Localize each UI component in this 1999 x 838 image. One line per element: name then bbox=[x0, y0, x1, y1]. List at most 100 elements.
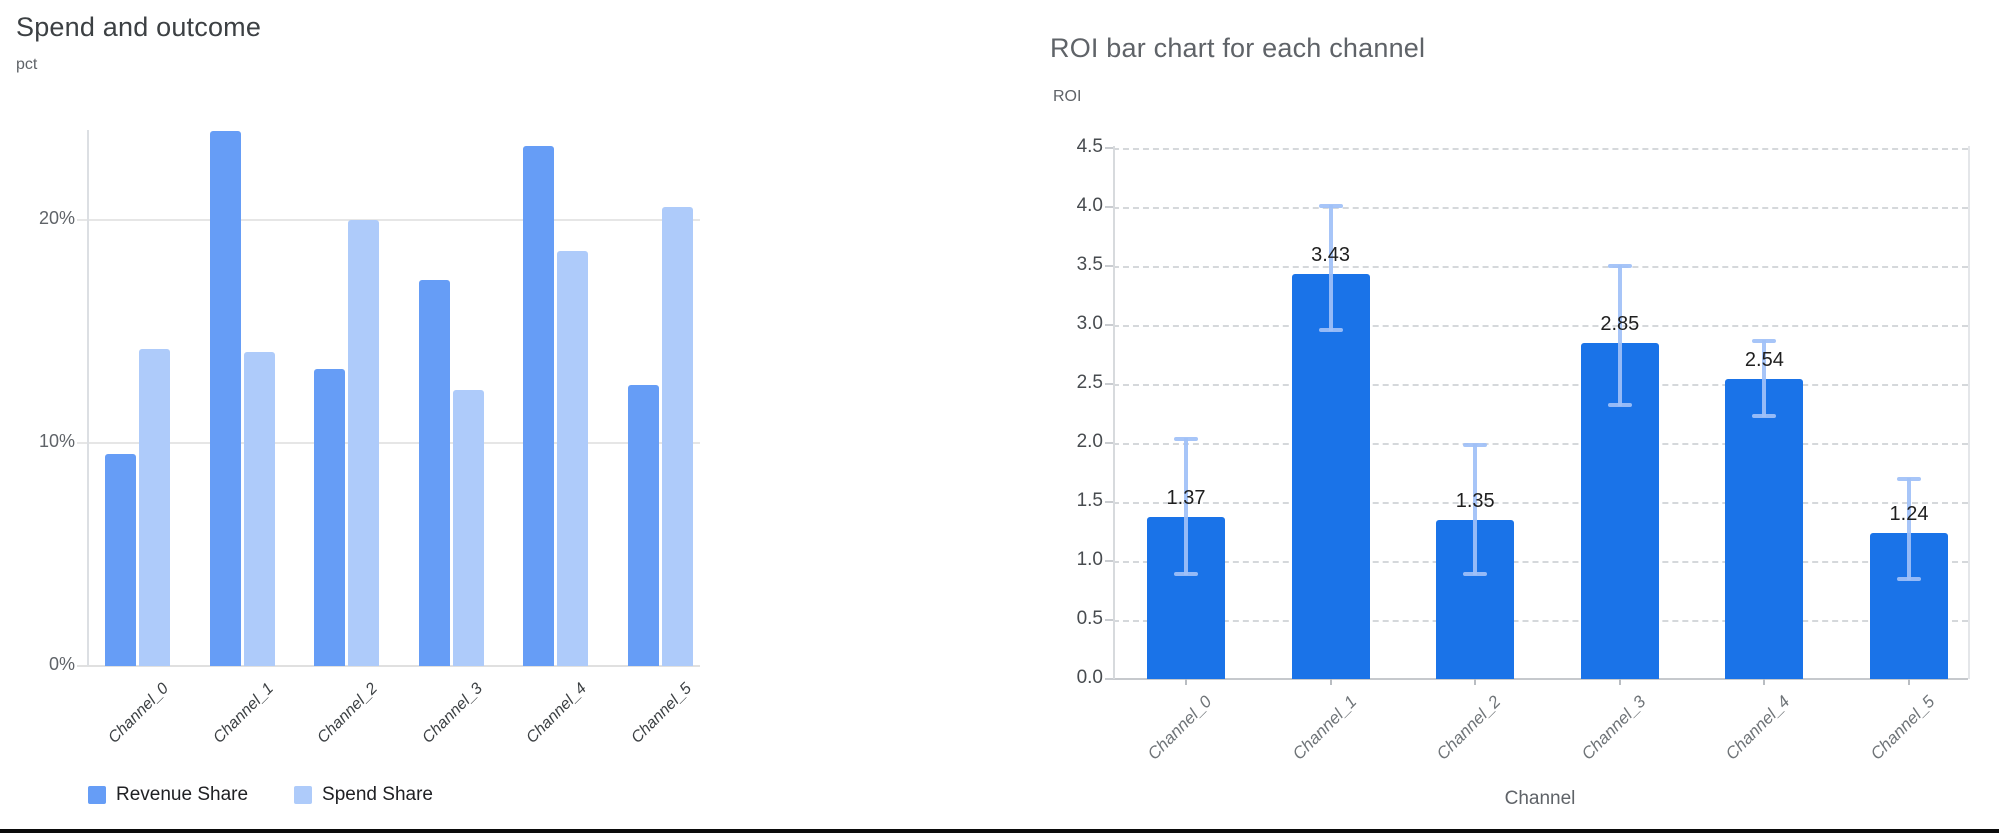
right-y-tick-label: 1.5 bbox=[1076, 490, 1103, 511]
left-bar-revenue-Channel_0 bbox=[105, 454, 136, 666]
bar-value-label-Channel_2: 1.35 bbox=[1455, 489, 1495, 512]
error-bar-stem-Channel_5 bbox=[1907, 478, 1911, 580]
right-grid-line bbox=[1113, 207, 1968, 209]
left-bar-revenue-Channel_5 bbox=[627, 385, 659, 666]
right-x-tick-mark bbox=[1474, 679, 1477, 685]
right-y-tick-mark bbox=[1105, 206, 1113, 208]
right-x-tick-mark bbox=[1908, 679, 1910, 685]
legend-item-spend-share: Spend Share bbox=[294, 784, 433, 806]
left-bar-spend-Channel_3 bbox=[452, 389, 484, 666]
left-bar-revenue-Channel_1 bbox=[209, 130, 241, 666]
right-baseline bbox=[1113, 678, 1968, 680]
left-x-tick-label: Channel_2 bbox=[314, 680, 382, 747]
left-y-axis-line bbox=[87, 130, 89, 666]
right-x-tick-mark bbox=[1185, 679, 1187, 685]
right-y-tick-label: 4.5 bbox=[1076, 136, 1103, 157]
bar-value-label-Channel_3: 2.85 bbox=[1600, 312, 1640, 335]
right-x-tick-mark bbox=[1618, 679, 1621, 685]
error-bar-cap-bottom-Channel_4 bbox=[1752, 414, 1777, 418]
bottom-divider-rule bbox=[0, 829, 1999, 833]
left-x-tick-label: Channel_4 bbox=[523, 680, 591, 747]
left-chart-unit-label: pct bbox=[16, 56, 38, 73]
right-chart-xaxis-title: Channel bbox=[1504, 788, 1576, 809]
right-y-tick-label: 1.0 bbox=[1076, 549, 1103, 570]
right-grid-line bbox=[1113, 148, 1968, 150]
right-grid-line bbox=[1113, 443, 1968, 445]
roi-bar-Channel_4 bbox=[1725, 379, 1804, 679]
right-grid-line bbox=[1113, 502, 1968, 504]
left-bar-revenue-Channel_3 bbox=[418, 280, 450, 666]
right-y-tick-mark bbox=[1105, 501, 1113, 503]
left-x-tick-label: Channel_1 bbox=[209, 680, 277, 747]
left-grid-line bbox=[77, 665, 700, 667]
left-chart-legend: Revenue Share Spend Share bbox=[88, 784, 433, 806]
legend-item-revenue-share: Revenue Share bbox=[88, 784, 248, 806]
bar-value-label-Channel_4: 2.54 bbox=[1744, 349, 1784, 372]
left-bar-spend-Channel_0 bbox=[139, 349, 170, 666]
bar-value-label-Channel_1: 3.43 bbox=[1311, 244, 1351, 267]
left-bar-spend-Channel_5 bbox=[661, 206, 693, 666]
error-bar-stem-Channel_4 bbox=[1762, 340, 1767, 417]
legend-label: Revenue Share bbox=[116, 784, 249, 805]
error-bar-stem-Channel_1 bbox=[1328, 204, 1333, 331]
legend-swatch bbox=[294, 786, 313, 804]
right-y-tick-mark bbox=[1105, 442, 1113, 444]
left-bar-spend-Channel_4 bbox=[557, 251, 588, 666]
right-y-tick-label: 3.5 bbox=[1076, 254, 1103, 275]
left-y-tick-label: 0% bbox=[48, 654, 75, 674]
right-grid-line bbox=[1113, 620, 1968, 622]
right-y-tick-label: 0.0 bbox=[1076, 667, 1103, 688]
error-bar-cap-bottom-Channel_0 bbox=[1174, 572, 1198, 577]
error-bar-cap-top-Channel_3 bbox=[1607, 263, 1632, 268]
right-x-tick-mark bbox=[1763, 679, 1766, 685]
right-y-tick-mark bbox=[1105, 678, 1113, 680]
error-bar-cap-top-Channel_4 bbox=[1752, 339, 1777, 344]
left-bar-spend-Channel_1 bbox=[243, 351, 275, 666]
right-y-tick-label: 4.0 bbox=[1076, 195, 1103, 216]
right-x-tick-mark bbox=[1329, 679, 1332, 685]
right-x-tick-label: Channel_5 bbox=[1866, 692, 1939, 764]
left-x-tick-label: Channel_3 bbox=[418, 680, 486, 747]
left-x-tick-label: Channel_5 bbox=[627, 680, 695, 747]
left-chart-title: Spend and outcome bbox=[16, 12, 262, 42]
right-grid-line bbox=[1113, 561, 1968, 563]
right-y-tick-label: 3.0 bbox=[1076, 313, 1103, 334]
bar-value-label-Channel_0: 1.37 bbox=[1166, 487, 1206, 510]
legend-swatch bbox=[88, 786, 106, 804]
error-bar-stem-Channel_3 bbox=[1617, 264, 1622, 407]
error-bar-stem-Channel_2 bbox=[1473, 444, 1478, 576]
left-grid-line bbox=[77, 442, 700, 444]
right-grid-line bbox=[1113, 266, 1968, 268]
error-bar-cap-top-Channel_1 bbox=[1318, 203, 1343, 208]
error-bar-cap-bottom-Channel_3 bbox=[1607, 403, 1632, 408]
right-y-tick-mark bbox=[1105, 147, 1113, 149]
right-y-tick-label: 2.5 bbox=[1076, 372, 1103, 393]
right-y-axis-line bbox=[1113, 146, 1115, 679]
left-x-tick-label: Channel_0 bbox=[105, 680, 173, 747]
error-bar-cap-bottom-Channel_5 bbox=[1897, 576, 1921, 581]
error-bar-cap-top-Channel_2 bbox=[1463, 443, 1488, 448]
right-grid-line bbox=[1113, 325, 1968, 327]
error-bar-cap-top-Channel_5 bbox=[1897, 477, 1921, 482]
left-bar-revenue-Channel_4 bbox=[523, 146, 554, 666]
right-y-tick-mark bbox=[1105, 383, 1113, 385]
left-grid-line bbox=[77, 219, 700, 221]
left-y-tick-label: 10% bbox=[38, 431, 75, 451]
right-chart-title: ROI bar chart for each channel bbox=[1050, 33, 1426, 63]
bar-value-label-Channel_5: 1.24 bbox=[1889, 502, 1929, 525]
right-y-tick-label: 0.5 bbox=[1076, 608, 1103, 629]
right-chart-unit-label: ROI bbox=[1053, 88, 1082, 105]
error-bar-cap-bottom-Channel_2 bbox=[1463, 572, 1488, 577]
left-y-tick-label: 20% bbox=[38, 208, 75, 228]
right-grid-line bbox=[1113, 384, 1968, 386]
error-bar-cap-bottom-Channel_1 bbox=[1318, 327, 1343, 332]
right-y-tick-mark bbox=[1105, 619, 1113, 621]
legend-label: Spend Share bbox=[322, 784, 433, 805]
right-plot-right-border bbox=[1968, 146, 1970, 679]
right-y-tick-mark bbox=[1105, 560, 1113, 562]
right-y-tick-mark bbox=[1105, 265, 1113, 267]
right-y-tick-label: 2.0 bbox=[1076, 431, 1103, 452]
roi-bar-Channel_1 bbox=[1291, 274, 1370, 679]
error-bar-cap-top-Channel_0 bbox=[1174, 437, 1198, 442]
left-bar-spend-Channel_2 bbox=[348, 220, 379, 666]
